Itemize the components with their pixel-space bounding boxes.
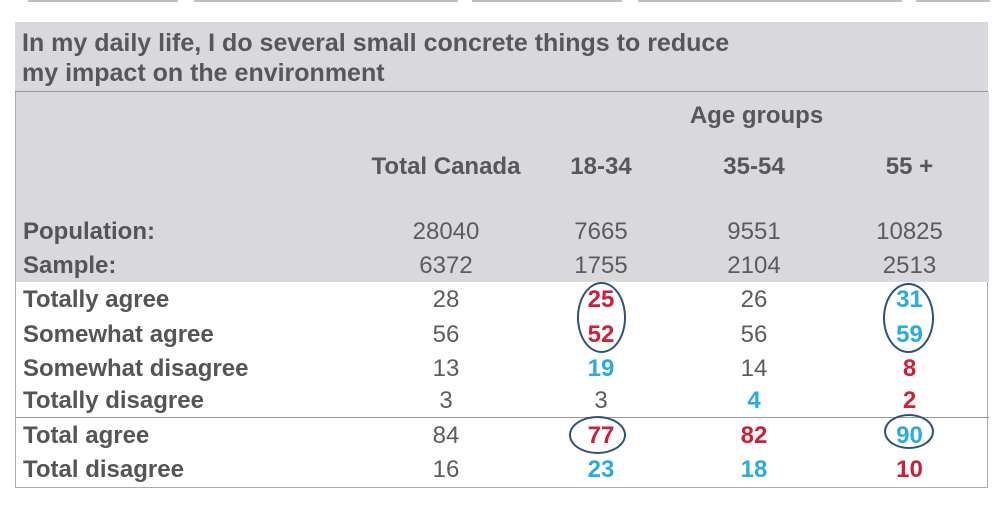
cell-totally-disagree-total: 3: [439, 387, 453, 415]
cell-total-disagree-18-34: 23: [587, 455, 615, 483]
cell-population-55plus: 10825: [852, 214, 989, 250]
row-label: Total disagree: [23, 455, 184, 483]
column-header-35-54: 35-54: [656, 139, 852, 195]
age-groups-header-row: Age groups: [16, 92, 989, 140]
row-label: Somewhat disagree: [23, 354, 249, 382]
spacer-row: [16, 194, 989, 215]
annotation-ellipse-agree-55plus: [883, 283, 934, 353]
cell-population-18-34: 7665: [546, 214, 656, 250]
cell-population-total: 28040: [346, 214, 546, 250]
row-somewhat-agree: Somewhat agree 56 52 56 59: [16, 318, 989, 352]
row-population: Population: 28040 7665 9551 10825: [16, 214, 989, 250]
results-table-panel: Age groups Total Canada 18-34 35-54 55 +…: [15, 92, 989, 488]
cell-sample-18-34: 1755: [546, 249, 656, 283]
annotation-ellipse-total-agree-18-34: [569, 416, 626, 454]
row-somewhat-disagree: Somewhat disagree 13 19 14 8: [16, 352, 989, 386]
cell-total-disagree-55plus: 10: [896, 455, 923, 483]
row-label: Totally disagree: [23, 387, 204, 415]
cell-somewhat-disagree-55plus: 8: [902, 354, 917, 382]
question-title-line1: In my daily life, I do several small con…: [22, 29, 730, 57]
cell-totally-disagree-18-34: 3: [594, 387, 608, 415]
cell-somewhat-disagree-total: 13: [432, 354, 460, 382]
empty-cell: [16, 194, 989, 215]
row-label: Totally agree: [23, 285, 170, 313]
cell-sample-total: 6372: [346, 249, 546, 283]
column-header-total-canada: Total Canada: [346, 139, 546, 195]
cell-total-agree-35-54: 82: [656, 417, 852, 453]
cell-sample-55plus: 2513: [852, 249, 989, 283]
annotation-ellipse-total-agree-55plus: [884, 414, 934, 449]
cell-population-35-54: 9551: [656, 214, 852, 250]
cell-totally-agree-35-54: 26: [740, 285, 768, 313]
row-label: Population:: [16, 214, 346, 250]
row-label: Sample:: [16, 249, 346, 283]
cell-somewhat-agree-total: 56: [432, 320, 460, 348]
cell-totally-disagree-55plus: 2: [902, 387, 917, 415]
cell-totally-disagree-35-54: 4: [747, 387, 761, 415]
row-total-disagree: Total disagree 16 23 18 10: [16, 453, 989, 487]
column-header-row: Total Canada 18-34 35-54 55 +: [16, 139, 989, 195]
cell-total-disagree-total: 16: [432, 455, 460, 483]
question-title-line2: my impact on the environment: [22, 59, 385, 87]
cell-totally-agree-total: 28: [432, 285, 460, 313]
row-total-agree: Total agree 84 77 82 90: [16, 417, 989, 453]
cell-sample-35-54: 2104: [656, 249, 852, 283]
column-header-55plus: 55 +: [852, 139, 989, 195]
row-sample: Sample: 6372 1755 2104 2513: [16, 249, 989, 283]
cell-somewhat-disagree-35-54: 14: [740, 354, 768, 382]
empty-cell: [16, 139, 346, 195]
column-header-18-34: 18-34: [546, 139, 656, 195]
question-title: In my daily life, I do several small con…: [15, 22, 988, 92]
annotation-ellipse-agree-18-34: [577, 282, 626, 353]
screenshot-edge-artifact: [28, 0, 990, 2]
row-label: Total agree: [16, 417, 346, 453]
cell-somewhat-agree-35-54: 56: [740, 320, 768, 348]
cell-total-disagree-35-54: 18: [740, 455, 768, 483]
row-label: Somewhat agree: [23, 320, 214, 348]
results-table: Age groups Total Canada 18-34 35-54 55 +…: [16, 92, 989, 487]
empty-cell: [16, 92, 546, 140]
cell-total-agree-total: 84: [346, 417, 546, 453]
row-totally-disagree: Totally disagree 3 3 4 2: [16, 386, 989, 418]
age-groups-header: Age groups: [546, 92, 989, 140]
cell-somewhat-disagree-18-34: 19: [587, 354, 615, 382]
row-totally-agree: Totally agree 28 25 26 31: [16, 282, 989, 317]
